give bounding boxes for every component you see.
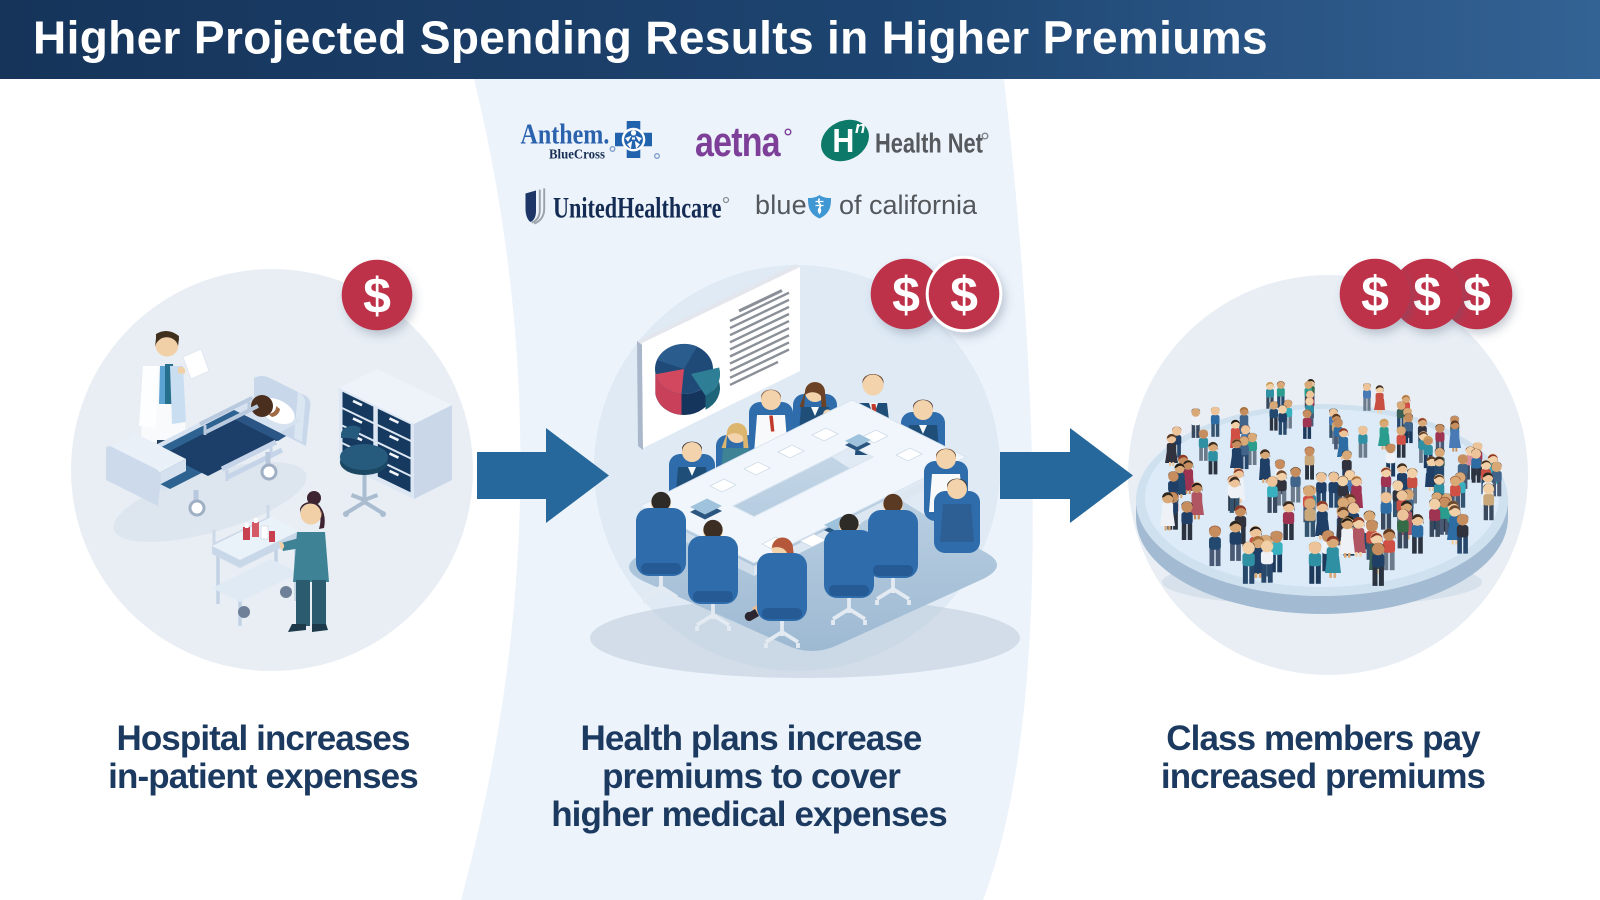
svg-text:aetna: aetna: [695, 119, 781, 166]
svg-text:$: $: [1463, 267, 1491, 323]
svg-text:H: H: [832, 122, 854, 159]
svg-text:$: $: [950, 267, 978, 323]
svg-text:Hospital increases: Hospital increases: [116, 719, 410, 758]
svg-text:$: $: [892, 267, 920, 323]
svg-text:blue: blue: [755, 190, 807, 220]
svg-text:of california: of california: [839, 190, 978, 220]
svg-text:Class members pay: Class members pay: [1166, 719, 1481, 758]
svg-text:higher medical expenses: higher medical expenses: [551, 795, 947, 834]
svg-text:UnitedHealthcare: UnitedHealthcare: [553, 190, 722, 224]
svg-text:Health plans increase: Health plans increase: [581, 719, 922, 758]
svg-text:$: $: [1413, 267, 1441, 323]
svg-text:BlueCross: BlueCross: [549, 146, 605, 161]
svg-text:$: $: [363, 268, 391, 324]
svg-text:n: n: [855, 118, 865, 137]
svg-text:premiums to cover: premiums to cover: [602, 757, 901, 796]
svg-text:in-patient expenses: in-patient expenses: [108, 757, 418, 796]
svg-text:Health Net: Health Net: [875, 128, 983, 159]
svg-text:increased premiums: increased premiums: [1161, 757, 1486, 796]
svg-text:$: $: [1361, 267, 1389, 323]
svg-text:Anthem.: Anthem.: [521, 117, 610, 150]
svg-text:Higher Projected Spending Resu: Higher Projected Spending Results in Hig…: [33, 12, 1268, 64]
